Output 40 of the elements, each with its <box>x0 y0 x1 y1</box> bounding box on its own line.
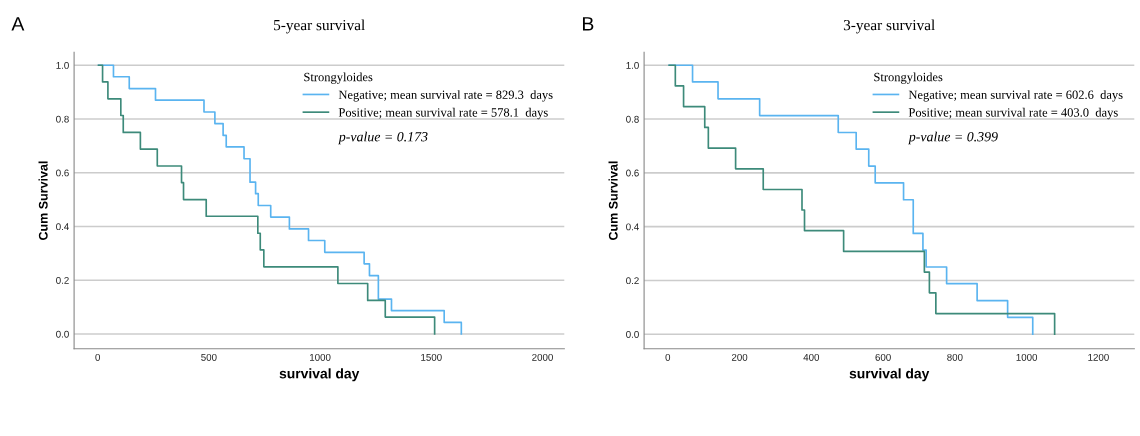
y-axis-title: Cum Survival <box>38 161 48 240</box>
annotation: p-value = 0.173 <box>337 131 428 145</box>
x-tick-label: 1200 <box>1088 353 1109 361</box>
y-tick-label: 0.4 <box>626 223 639 231</box>
annotation: p-value = 0.399 <box>907 131 998 145</box>
legend-label: Negative; mean survival rate = 602.6 days <box>908 90 1123 102</box>
y-tick-label: 0.8 <box>56 115 69 123</box>
x-tick-label: 2000 <box>532 353 553 361</box>
x-tick-label: 600 <box>875 353 891 361</box>
legend-label: Positive; mean survival rate = 403.0 days <box>908 107 1118 120</box>
legend-title: Strongyloides <box>304 72 373 84</box>
text: A <box>11 17 25 31</box>
y-tick-label: 1.0 <box>56 61 69 69</box>
legend-title: Strongyloides <box>874 72 943 84</box>
y-tick-label: 0.6 <box>626 169 639 177</box>
y-tick-label: 0.4 <box>56 223 69 231</box>
y-tick-label: 0.0 <box>56 330 69 338</box>
y-tick-label: 0.2 <box>626 277 639 285</box>
chart-title: 3-year survival <box>843 19 935 34</box>
chart-title: 5-year survival <box>274 19 365 34</box>
legend-label: Negative; mean survival rate = 829.3 days <box>338 90 553 102</box>
x-tick-label: 500 <box>201 353 217 361</box>
x-tick-label: 0 <box>95 353 100 361</box>
y-tick-label: 0.8 <box>626 115 639 123</box>
x-tick-label: 400 <box>803 353 820 361</box>
x-axis-title: survival day <box>279 368 360 382</box>
text: B <box>583 17 594 31</box>
x-tick-label: 1500 <box>421 353 442 361</box>
y-axis-title: Cum Survival <box>608 161 618 240</box>
y-tick-label: 0.2 <box>56 276 69 284</box>
x-axis-title: survival day <box>849 368 930 382</box>
y-tick-label: 0.0 <box>626 331 639 338</box>
y-tick-label: 0.6 <box>56 169 69 177</box>
legend-label: Positive; mean survival rate = 578.1 days <box>338 107 548 120</box>
x-tick-label: 1000 <box>1016 353 1038 361</box>
x-tick-label: 800 <box>947 353 963 361</box>
x-tick-label: 200 <box>731 353 748 361</box>
y-tick-label: 1.0 <box>626 61 639 69</box>
x-tick-label: 1000 <box>310 353 331 361</box>
x-tick-label: 0 <box>665 353 671 361</box>
